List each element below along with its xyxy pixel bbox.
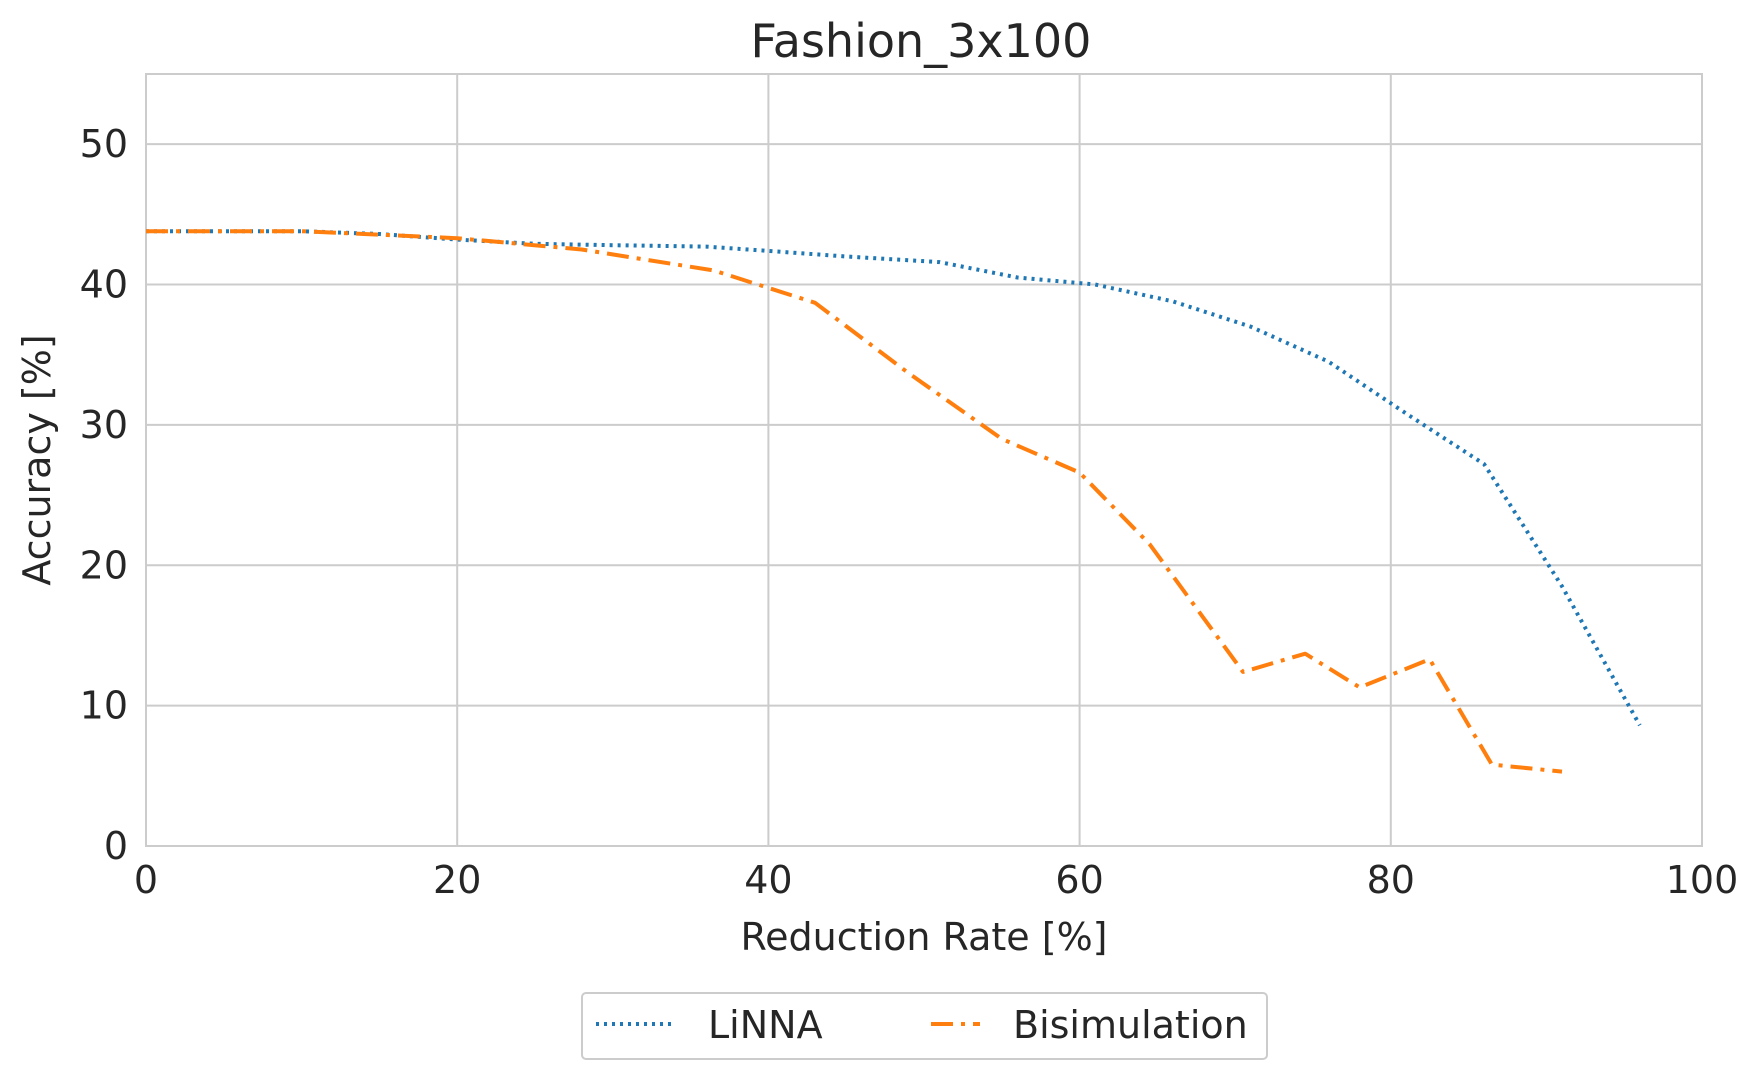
y-tick-label: 30 <box>80 403 128 447</box>
x-tick-label: 60 <box>1055 858 1103 902</box>
x-tick-label: 80 <box>1367 858 1415 902</box>
legend: LiNNA Bisimulation <box>581 992 1268 1060</box>
series-lines <box>146 229 1642 774</box>
legend-label-bisimulation: Bisimulation <box>1013 1003 1248 1047</box>
x-tick-label: 20 <box>433 858 481 902</box>
x-tick-label: 100 <box>1666 858 1739 902</box>
plot-frame <box>145 73 1703 847</box>
y-tick-label: 20 <box>80 543 128 587</box>
x-tick-label: 0 <box>134 858 158 902</box>
y-axis-label: Accuracy [%] <box>15 334 59 585</box>
chart-title: Fashion_3x100 <box>751 14 1092 68</box>
y-tick-label: 40 <box>80 263 128 307</box>
y-tick-label: 0 <box>104 824 128 868</box>
series-line-bisimulation <box>146 229 1563 774</box>
x-axis-label: Reduction Rate [%] <box>740 915 1107 959</box>
y-tick-label: 10 <box>80 684 128 728</box>
legend-label-linna: LiNNA <box>708 1003 823 1047</box>
legend-box <box>581 992 1268 1060</box>
y-tick-label: 50 <box>80 122 128 166</box>
tick-labels: 0 20 40 60 80 100 0 10 20 30 40 50 <box>80 122 1739 902</box>
x-tick-label: 40 <box>744 858 792 902</box>
